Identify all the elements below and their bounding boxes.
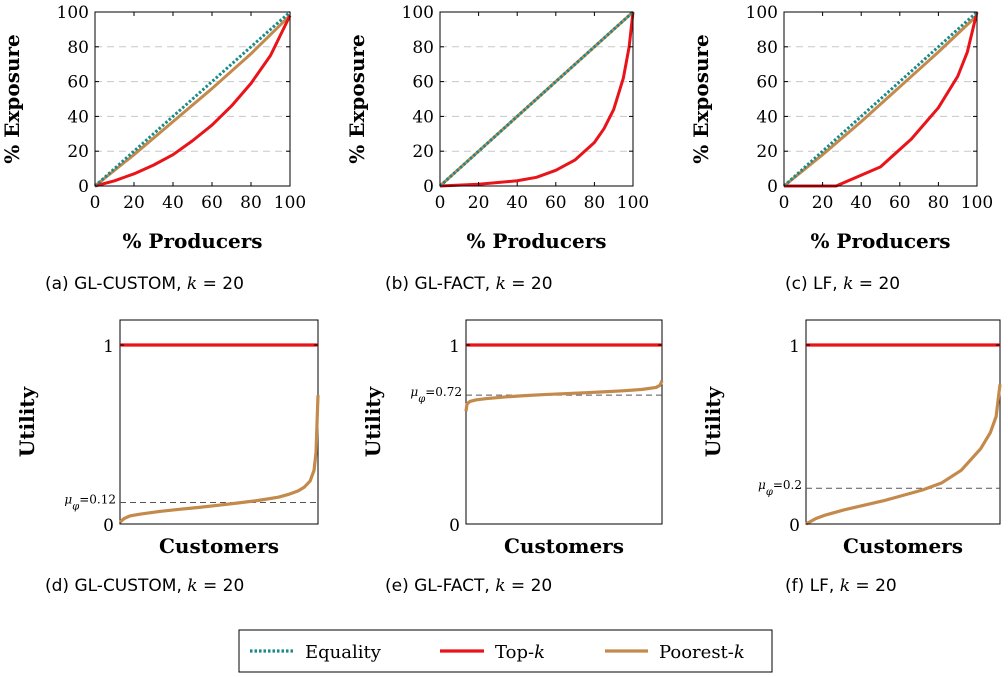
legend-label-topk: Top-k bbox=[495, 642, 545, 663]
x-axis-label: Customers bbox=[504, 534, 624, 558]
plot-frame bbox=[439, 11, 634, 187]
series-topk bbox=[784, 11, 979, 188]
series-equality bbox=[438, 10, 635, 188]
caption-b: (b) GL-FACT, k = 20 bbox=[385, 274, 553, 294]
legend-label-poorestk: Poorest-k bbox=[659, 642, 745, 663]
chart-f: 0 1 μφ=0.2 Customers Utility bbox=[701, 319, 1002, 558]
y-tick-label: 20 bbox=[756, 142, 778, 162]
y-tick-label: 80 bbox=[412, 38, 434, 58]
series-topk bbox=[94, 14, 292, 188]
chart-c: 0 20 40 60 80 100 0 20 40 60 80 100 % Producers % Exp… bbox=[689, 3, 993, 253]
caption-c: (c) LF, k = 20 bbox=[785, 274, 900, 294]
chart-d: 0 1 μφ=0.12 Customers Utility bbox=[15, 319, 320, 558]
x-tick-label: 60 bbox=[545, 193, 567, 213]
legend-label-equality: Equality bbox=[305, 642, 382, 663]
x-axis-label: % Producers bbox=[810, 229, 950, 253]
series-poorestk bbox=[94, 14, 292, 188]
series-equality bbox=[782, 10, 979, 188]
x-axis-label: % Producers bbox=[122, 229, 262, 253]
y-tick-label: 60 bbox=[412, 73, 434, 93]
y-tick-label: 60 bbox=[67, 73, 89, 93]
y-tick-label: 40 bbox=[67, 107, 89, 127]
y-axis-label: Utility bbox=[15, 385, 39, 457]
y-tick-label: 1 bbox=[103, 337, 114, 357]
x-tick-label: 100 bbox=[617, 193, 649, 213]
series-poorestk bbox=[783, 14, 979, 188]
series-poorestk bbox=[805, 384, 1002, 526]
x-tick-label: 40 bbox=[850, 193, 872, 213]
series-poorestk bbox=[118, 395, 320, 524]
x-tick-label: 80 bbox=[928, 193, 950, 213]
y-tick-label: 60 bbox=[756, 73, 778, 93]
x-tick-label: 0 bbox=[435, 193, 446, 213]
y-tick-label: 0 bbox=[423, 177, 434, 197]
x-tick-label: 20 bbox=[812, 193, 834, 213]
y-axis-label: % Exposure bbox=[0, 34, 24, 164]
caption-d: (d) GL-CUSTOM, k = 20 bbox=[45, 576, 244, 596]
x-tick-label: 0 bbox=[90, 193, 101, 213]
y-tick-label: 0 bbox=[789, 516, 800, 536]
x-tick-label: 80 bbox=[240, 193, 262, 213]
y-axis-label: Utility bbox=[701, 385, 725, 457]
y-tick-label: 0 bbox=[767, 177, 778, 197]
series-topk bbox=[439, 11, 635, 188]
y-tick-label: 40 bbox=[756, 107, 778, 127]
y-tick-label: 100 bbox=[746, 3, 778, 23]
mean-label: μφ=0.12 bbox=[64, 493, 116, 513]
plot-frame bbox=[94, 11, 291, 187]
chart-e: 0 1 μφ=0.72 Customers Utility bbox=[361, 319, 664, 558]
y-tick-label: 40 bbox=[412, 107, 434, 127]
x-tick-label: 100 bbox=[961, 193, 993, 213]
x-tick-label: 60 bbox=[889, 193, 911, 213]
y-tick-label: 1 bbox=[789, 337, 800, 357]
x-tick-label: 40 bbox=[162, 193, 184, 213]
plot-frame bbox=[783, 11, 978, 187]
y-axis-label: Utility bbox=[361, 385, 385, 457]
y-axis-label: % Exposure bbox=[689, 34, 713, 164]
x-tick-label: 20 bbox=[468, 193, 490, 213]
y-tick-label: 80 bbox=[67, 38, 89, 58]
x-axis-label: Customers bbox=[843, 534, 963, 558]
mean-label: μφ=0.2 bbox=[758, 478, 802, 498]
series-poorestk bbox=[464, 380, 664, 412]
x-tick-label: 100 bbox=[274, 193, 306, 213]
chart-a: 0 20 40 60 80 100 0 20 40 60 80 100 % Producers % Exp… bbox=[0, 3, 306, 253]
y-tick-label: 80 bbox=[756, 38, 778, 58]
y-axis-label: % Exposure bbox=[345, 34, 369, 164]
y-tick-label: 0 bbox=[103, 516, 114, 536]
y-tick-label: 20 bbox=[67, 142, 89, 162]
x-tick-label: 80 bbox=[584, 193, 606, 213]
x-tick-label: 0 bbox=[779, 193, 790, 213]
x-tick-label: 40 bbox=[506, 193, 528, 213]
caption-f: (f) LF, k = 20 bbox=[785, 576, 897, 596]
y-tick-label: 1 bbox=[449, 337, 460, 357]
plot-frame bbox=[805, 319, 1001, 525]
mean-label: μφ=0.72 bbox=[410, 385, 462, 405]
x-axis-label: % Producers bbox=[466, 229, 606, 253]
legend-box bbox=[238, 629, 773, 673]
y-tick-label: 20 bbox=[412, 142, 434, 162]
x-tick-label: 20 bbox=[123, 193, 145, 213]
plot-frame bbox=[465, 319, 663, 525]
chart-b: 0 20 40 60 80 100 0 20 40 60 80 100 % Producers % Exp… bbox=[345, 3, 649, 253]
y-tick-label: 0 bbox=[78, 177, 89, 197]
x-axis-label: Customers bbox=[159, 534, 279, 558]
series-equality bbox=[94, 10, 291, 188]
caption-e: (e) GL-FACT, k = 20 bbox=[385, 576, 552, 596]
y-tick-label: 100 bbox=[402, 3, 434, 23]
legend: Equality Top-k Poorest-k bbox=[238, 629, 773, 673]
y-tick-label: 100 bbox=[57, 3, 89, 23]
y-tick-label: 0 bbox=[449, 516, 460, 536]
x-tick-label: 60 bbox=[201, 193, 223, 213]
caption-a: (a) GL-CUSTOM, k = 20 bbox=[45, 274, 244, 294]
